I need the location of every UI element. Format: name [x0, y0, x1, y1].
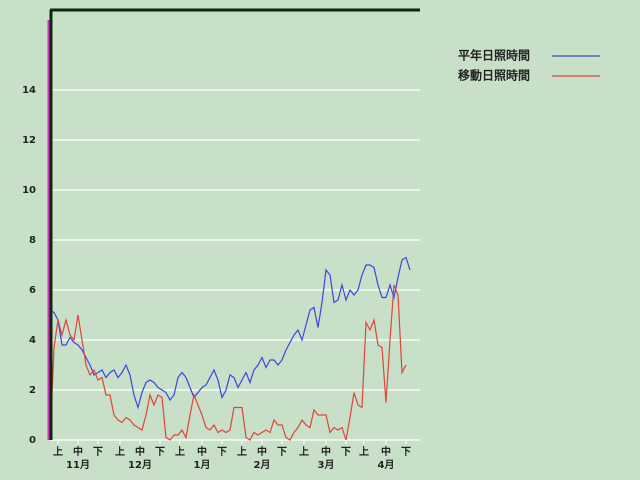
y-tick-label: 14 [22, 85, 36, 96]
legend-label: 移動日照時間 [458, 68, 530, 83]
x-tick-label: 中 [257, 445, 267, 458]
y-tick-label: 6 [29, 285, 36, 296]
x-tick-label: 中 [73, 445, 83, 458]
y-tick-label: 0 [29, 435, 36, 446]
y-tick-label: 4 [29, 335, 36, 346]
y-tick-label: 8 [29, 235, 36, 246]
month-label: 1月 [194, 459, 211, 471]
month-label: 3月 [318, 459, 335, 471]
x-tick-label: 上 [53, 445, 63, 458]
x-tick-label: 中 [381, 445, 391, 458]
x-tick-label: 下 [217, 446, 227, 458]
month-label: 2月 [254, 459, 271, 471]
x-tick-label: 下 [401, 446, 411, 458]
x-tick-label: 下 [93, 446, 103, 458]
y-tick-label: 2 [29, 385, 36, 396]
x-tick-label: 上 [299, 445, 309, 458]
x-tick-label: 上 [237, 445, 247, 458]
month-label: 12月 [128, 459, 152, 471]
x-tick-label: 中 [197, 445, 207, 458]
series-line [49, 284, 407, 441]
series-line [49, 256, 411, 410]
legend-label: 平年日照時間 [458, 48, 530, 63]
y-tick-label: 10 [22, 185, 36, 196]
x-tick-label: 下 [155, 446, 165, 458]
x-tick-label: 中 [135, 445, 145, 458]
x-tick-label: 上 [175, 445, 185, 458]
grid [50, 89, 420, 441]
x-tick-label: 中 [321, 445, 331, 458]
x-tick-label: 下 [277, 446, 287, 458]
x-tick-label: 上 [359, 445, 369, 458]
plot [49, 256, 411, 441]
month-label: 11月 [66, 459, 90, 471]
month-label: 4月 [378, 459, 395, 471]
x-tick-label: 下 [341, 446, 351, 458]
x-tick-label: 上 [115, 445, 125, 458]
y-tick-label: 12 [22, 135, 36, 146]
